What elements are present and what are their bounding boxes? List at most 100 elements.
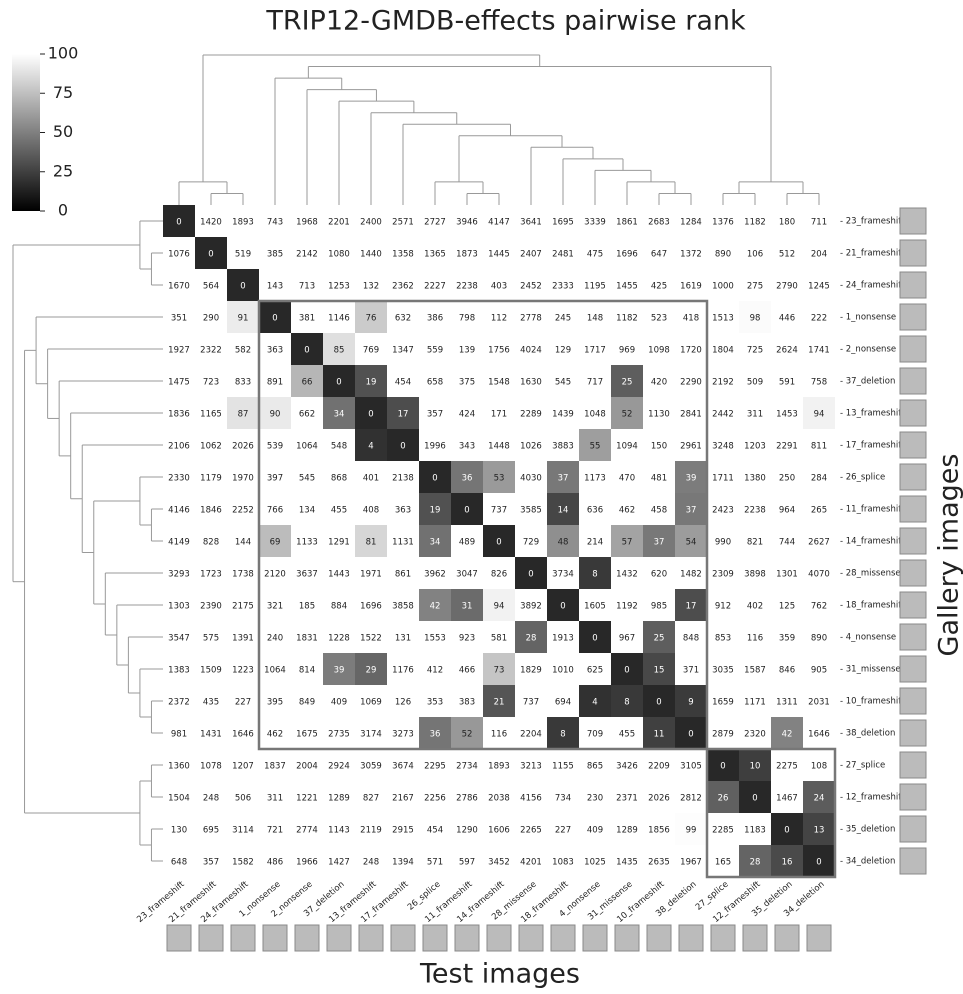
cell <box>387 525 419 557</box>
cell <box>291 653 323 685</box>
cell <box>163 621 195 653</box>
cell-value: 1711 <box>712 474 734 484</box>
cell-value: 3035 <box>712 666 734 676</box>
cell-value: 150 <box>651 442 667 452</box>
cell-value: 0 <box>496 538 501 548</box>
cell-value: 2481 <box>552 250 574 260</box>
cell <box>259 557 291 589</box>
cell <box>707 397 739 429</box>
cell-value: 1195 <box>584 282 606 292</box>
cell-value: 455 <box>619 730 635 740</box>
cell-value: 462 <box>267 730 283 740</box>
cell <box>643 365 675 397</box>
cell-value: 2119 <box>360 826 382 836</box>
cell <box>515 237 547 269</box>
cell <box>227 301 259 333</box>
cell <box>227 429 259 461</box>
cell-value: 865 <box>587 762 603 772</box>
cell-value: 1048 <box>584 410 606 420</box>
cell <box>259 749 291 781</box>
cell <box>323 717 355 749</box>
cell <box>547 813 579 845</box>
cell <box>483 813 515 845</box>
cell-value: 165 <box>715 858 731 868</box>
cell <box>547 333 579 365</box>
cell-value: 648 <box>171 858 187 868</box>
cell <box>803 461 835 493</box>
cell-value: 694 <box>555 698 571 708</box>
cell-value: 1372 <box>680 250 702 260</box>
col-thumbnail <box>262 924 288 952</box>
cell <box>771 333 803 365</box>
cell-value: 85 <box>334 346 345 356</box>
cell-value: 3674 <box>392 762 414 772</box>
cell <box>419 301 451 333</box>
cell-value: 2786 <box>456 794 478 804</box>
cell-value: 2330 <box>168 474 190 484</box>
cell <box>611 525 643 557</box>
cell-value: 351 <box>171 314 187 324</box>
row-label: - 31_missense <box>840 665 901 675</box>
cell-value: 0 <box>688 730 693 740</box>
cell <box>739 301 771 333</box>
cell <box>547 589 579 621</box>
cell-value: 564 <box>203 282 219 292</box>
cell <box>707 621 739 653</box>
cell <box>515 717 547 749</box>
cell <box>387 813 419 845</box>
cell-value: 180 <box>779 218 795 228</box>
cell <box>387 493 419 525</box>
cell-value: 311 <box>747 410 763 420</box>
cell <box>515 557 547 589</box>
cell-value: 1173 <box>584 474 606 484</box>
cell-value: 52 <box>622 410 633 420</box>
cell-value: 846 <box>779 666 795 676</box>
cell <box>675 621 707 653</box>
row-label: - 37_deletion <box>840 377 895 387</box>
cell-value: 1893 <box>232 218 254 228</box>
cell-value: 2289 <box>520 410 542 420</box>
cell-value: 2106 <box>168 442 190 452</box>
cell <box>419 653 451 685</box>
cell <box>195 269 227 301</box>
cell-value: 36 <box>430 730 441 740</box>
cell-value: 1756 <box>488 346 510 356</box>
cell <box>611 269 643 301</box>
cell-value: 94 <box>814 410 825 420</box>
cell-value: 1171 <box>744 698 766 708</box>
cell <box>259 621 291 653</box>
cell-value: 1146 <box>328 314 350 324</box>
cell-value: 848 <box>683 634 699 644</box>
cell <box>643 589 675 621</box>
cell-value: 1619 <box>680 282 702 292</box>
cell <box>611 717 643 749</box>
cell <box>227 589 259 621</box>
cell <box>451 557 483 589</box>
cell-value: 548 <box>331 442 347 452</box>
row-label: - 17_frameshift <box>840 441 905 451</box>
cell <box>547 557 579 589</box>
cell-value: 1182 <box>616 314 638 324</box>
cell-value: 37 <box>654 538 665 548</box>
cell-value: 2635 <box>648 858 670 868</box>
cell <box>195 557 227 589</box>
col-thumbnail <box>294 924 320 952</box>
cell <box>195 397 227 429</box>
cell <box>163 685 195 717</box>
cell <box>483 653 515 685</box>
cell <box>515 365 547 397</box>
cell <box>195 333 227 365</box>
cell-value: 884 <box>331 602 347 612</box>
cell-value: 132 <box>363 282 379 292</box>
cell-value: 0 <box>240 282 245 292</box>
cell-value: 1207 <box>232 762 254 772</box>
cell-value: 13 <box>814 826 825 836</box>
cell <box>675 557 707 589</box>
cell <box>227 237 259 269</box>
cell <box>739 429 771 461</box>
cell-value: 762 <box>811 602 827 612</box>
cell-value: 1509 <box>200 666 222 676</box>
cell <box>387 205 419 237</box>
cell-value: 1836 <box>168 410 190 420</box>
cell-value: 964 <box>779 506 795 516</box>
